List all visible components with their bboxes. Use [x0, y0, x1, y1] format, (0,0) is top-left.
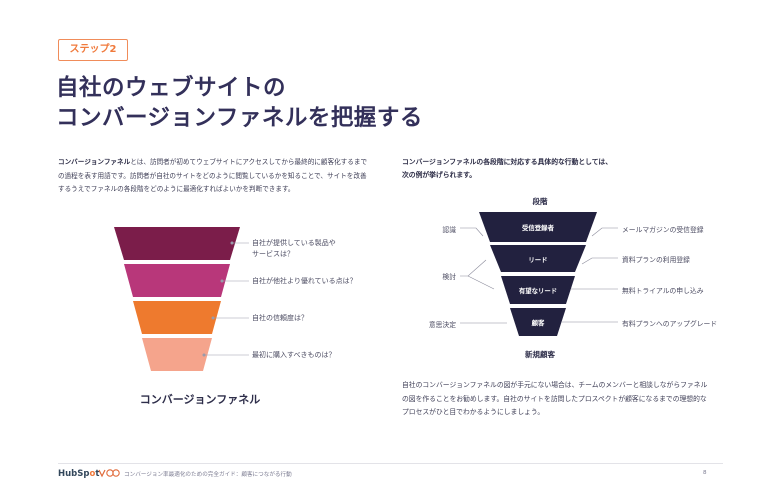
hubspot-logo-accent: o	[89, 469, 96, 479]
funnel-question-1-line2: サービスは？	[252, 250, 294, 258]
footer-guide-title: コンバージョン率最適化のための完全ガイド：顧客につながる行動	[124, 472, 292, 478]
step-badge: ステップ2	[58, 39, 128, 61]
funnel-question-3: 自社の信頼度は？	[252, 314, 308, 322]
funnel-layer-1	[114, 227, 240, 260]
right-bracket-2	[581, 257, 618, 265]
partner-logo-icon	[98, 469, 120, 478]
right-intro-line2: 次の例が挙げられます。	[402, 171, 477, 179]
phase-label-decision: 意思決定	[428, 321, 456, 329]
stage-label-lead: リード	[528, 256, 548, 264]
right-intro: コンバージョンファネルの各段階に対応する具体的な行動としては、 次の例が挙げられ…	[402, 156, 702, 182]
stage-header: 段階	[532, 197, 548, 206]
page-title-line2: コンバージョンファネルを把握する	[56, 105, 423, 131]
intro-text: とは、訪問者が初めてウェブサイトにアクセスしてから最終的に顧客化するまでの過程を…	[58, 158, 368, 193]
page-title: 自社のウェブサイトの コンバージョンファネルを把握する	[56, 73, 423, 133]
connector-dot-2	[220, 279, 224, 283]
page-title-line1: 自社のウェブサイトの	[56, 75, 287, 101]
intro-bold-term: コンバージョンファネル	[58, 158, 131, 166]
hubspot-logo: HubSpot	[58, 469, 100, 479]
action-label-1: メールマガジンの受信登録	[622, 226, 704, 234]
funnel-question-1: 自社が提供している製品や サービスは？	[252, 238, 336, 260]
stage-layer-4	[510, 308, 566, 336]
funnel-layer-4	[142, 338, 212, 371]
stage-label-qualified-lead: 有望なリード	[518, 287, 558, 295]
connector-dot-3	[211, 316, 215, 320]
stage-label-subscriber: 受信登録者	[522, 224, 554, 232]
action-label-4: 有料プランへのアップグレード	[622, 320, 718, 328]
action-label-2: 資料プランの利用登録	[622, 256, 690, 264]
right-bracket-1	[591, 227, 618, 237]
stage-footer: 新規顧客	[525, 350, 555, 359]
left-bracket-consideration-low	[467, 275, 495, 290]
bottom-paragraph: 自社のコンバージョンファネルの図が手元にない場合は、チームのメンバーと相談しなが…	[402, 381, 708, 416]
left-bracket-consideration	[460, 259, 487, 277]
page-number: 8	[703, 470, 707, 476]
footer-divider	[58, 463, 723, 464]
funnel-layer-2	[124, 264, 230, 297]
phase-label-awareness: 認識	[442, 226, 456, 234]
connector-dot-4	[202, 353, 206, 357]
stage-label-customer: 顧客	[531, 319, 545, 327]
funnel-question-1-line1: 自社が提供している製品や	[252, 239, 336, 247]
funnel-question-2: 自社が他社より優れている点は？	[252, 277, 357, 285]
stage-layer-3	[501, 276, 575, 304]
stage-layer-1	[479, 212, 597, 242]
funnel-caption: コンバージョンファネル	[139, 393, 261, 406]
phase-label-consideration: 検討	[442, 273, 456, 281]
left-bracket-awareness	[460, 227, 484, 237]
funnel-layer-3	[133, 301, 221, 334]
right-intro-line1: コンバージョンファネルの各段階に対応する具体的な行動としては、	[402, 158, 613, 166]
intro-paragraph: コンバージョンファネルとは、訪問者が初めてウェブサイトにアクセスしてから最終的に…	[58, 156, 370, 197]
stage-layer-2	[490, 245, 586, 272]
funnel-question-4: 最初に購入すべきものは？	[252, 351, 336, 359]
action-label-3: 無料トライアルの申し込み	[622, 287, 704, 295]
connector-dot-1	[230, 241, 234, 245]
